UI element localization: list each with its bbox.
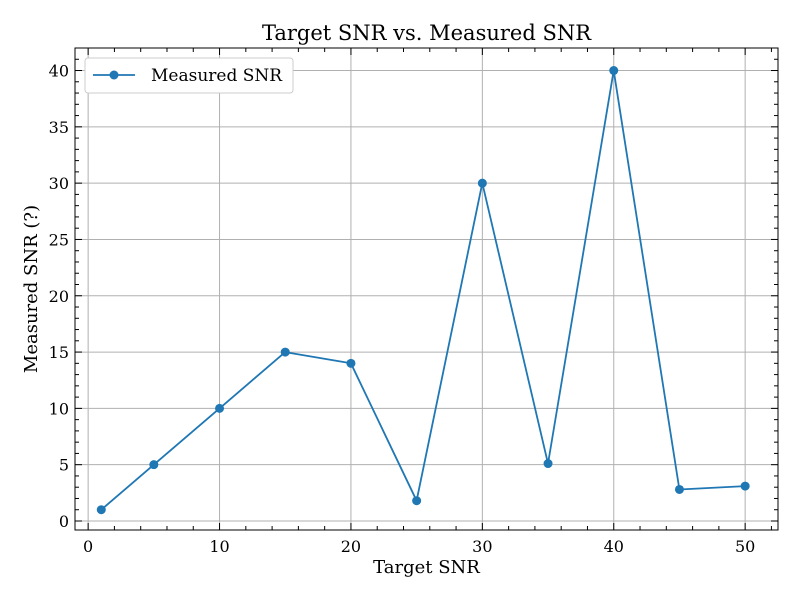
y-tick-label: 0: [59, 512, 69, 531]
y-tick-label: 25: [49, 230, 69, 249]
x-tick-label: 20: [341, 537, 361, 556]
x-tick-label: 30: [472, 537, 492, 556]
y-tick-label: 35: [49, 118, 69, 137]
y-tick-label: 30: [49, 174, 69, 193]
data-point: [412, 496, 422, 506]
y-tick-label: 40: [49, 62, 69, 81]
grid: [75, 48, 778, 530]
y-tick-label: 15: [49, 343, 69, 362]
x-tick-label: 10: [209, 537, 229, 556]
data-point: [280, 347, 290, 357]
legend-entry-measured-snr: Measured SNR: [151, 66, 283, 86]
series-line: [100, 69, 746, 511]
data-point: [674, 484, 684, 494]
legend: Measured SNR: [84, 57, 294, 94]
legend-marker: [109, 70, 119, 80]
y-tick-label: 10: [49, 399, 69, 418]
data-point: [477, 178, 487, 188]
x-tick-label: 0: [83, 537, 93, 556]
x-tick-label: 50: [735, 537, 755, 556]
data-point: [215, 403, 225, 413]
ticks: 0 10 20 30 40 50 0 5 10 15 20 25 30 35 40: [49, 47, 778, 556]
series-layer: [96, 66, 750, 515]
data-point: [149, 460, 159, 470]
data-point: [609, 66, 619, 76]
y-axis-label: Measured SNR (?): [21, 205, 42, 373]
legend-box: [84, 57, 294, 94]
x-axis-label: Target SNR: [373, 557, 480, 578]
chart-title: Target SNR vs. Measured SNR: [262, 21, 592, 45]
y-tick-label: 20: [49, 287, 69, 306]
data-point: [543, 459, 553, 469]
data-point: [96, 505, 106, 515]
plot-frame: [74, 47, 779, 531]
data-point: [346, 358, 356, 368]
data-point: [740, 481, 750, 491]
y-tick-label: 5: [59, 456, 69, 475]
x-tick-label: 40: [604, 537, 624, 556]
